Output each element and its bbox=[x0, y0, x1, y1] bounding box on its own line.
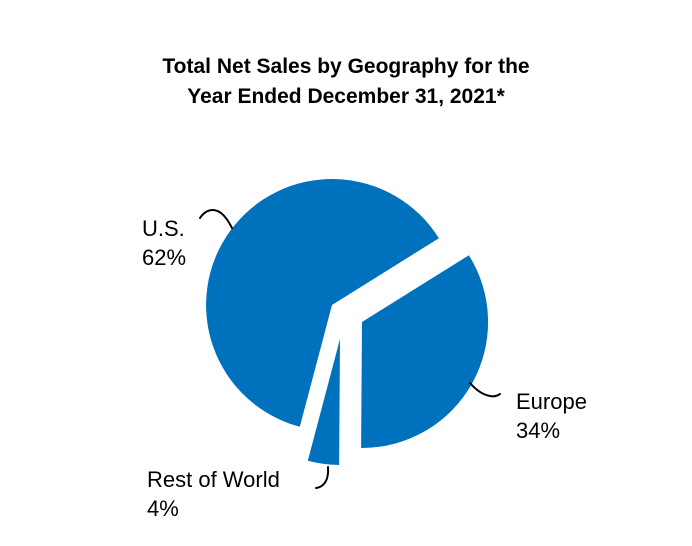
label-us: U.S. 62% bbox=[142, 214, 186, 272]
leader-line-rest-of-world bbox=[315, 466, 330, 489]
chart-title-line2: Year Ended December 31, 2021* bbox=[187, 85, 505, 108]
pie-slice-rest-of-world bbox=[307, 339, 340, 465]
label-europe-value: 34% bbox=[516, 418, 561, 443]
leader-line-us bbox=[199, 209, 233, 229]
leader-line-europe bbox=[469, 382, 501, 398]
pie-slice-europe bbox=[361, 255, 489, 449]
label-rest-of-world-name: Rest of World bbox=[147, 467, 280, 492]
label-europe: Europe 34% bbox=[516, 387, 587, 445]
label-us-value: 62% bbox=[142, 245, 187, 270]
label-rest-of-world: Rest of World 4% bbox=[147, 465, 280, 523]
pie-slice-us bbox=[206, 179, 439, 427]
label-rest-of-world-value: 4% bbox=[147, 496, 179, 521]
chart-title: Total Net Sales by Geography for the Yea… bbox=[0, 52, 692, 112]
chart-title-line1: Total Net Sales by Geography for the bbox=[162, 55, 530, 78]
label-europe-name: Europe bbox=[516, 389, 587, 414]
label-us-name: U.S. bbox=[142, 216, 185, 241]
